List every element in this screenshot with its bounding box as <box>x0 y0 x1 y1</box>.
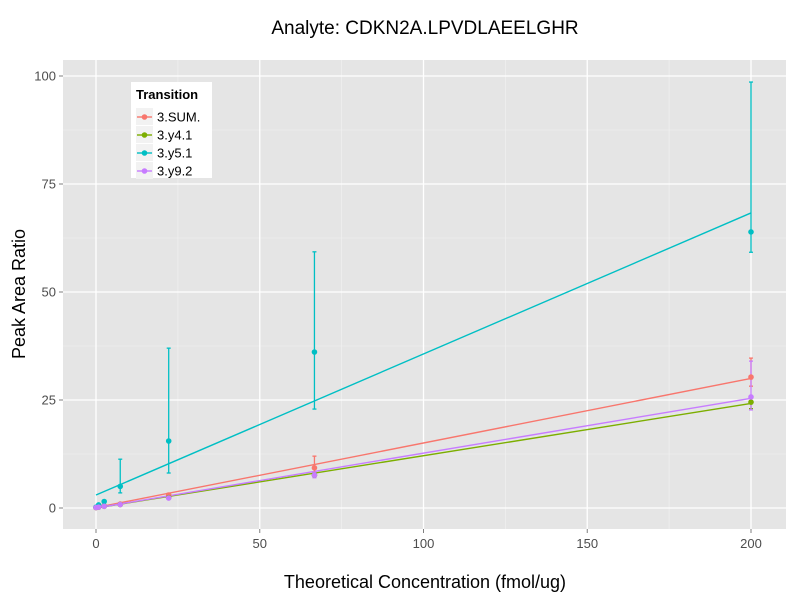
data-point <box>748 399 754 405</box>
data-point <box>311 465 318 471</box>
x-axis: 0 50 100 150 200 <box>92 529 762 551</box>
y-tick-label: 0 <box>49 501 56 516</box>
gridlines <box>63 60 786 529</box>
legend: Transition 3.SUM. 3.y4.1 3.y5.1 3.y9.2 <box>131 82 212 179</box>
data-point <box>117 483 124 490</box>
data-point <box>165 495 172 501</box>
x-axis-label: Theoretical Concentration (fmol/ug) <box>284 572 566 592</box>
x-tick-label: 100 <box>413 536 435 551</box>
fit-line-3.y4.1 <box>95 402 752 509</box>
error-bar <box>749 81 753 253</box>
y-tick-label: 25 <box>42 393 56 408</box>
data-point <box>95 504 102 510</box>
data-point <box>748 374 754 380</box>
fit-line-3.SUM. <box>95 377 752 509</box>
legend-label: 3.SUM. <box>157 110 200 125</box>
y-tick-label: 100 <box>34 69 56 84</box>
data-point <box>101 498 107 505</box>
x-tick-label: 0 <box>92 536 99 551</box>
legend-label: 3.y5.1 <box>157 146 192 161</box>
y-tick-label: 75 <box>42 177 56 192</box>
y-tick-label: 50 <box>42 285 56 300</box>
fit-line-3.y9.2 <box>95 397 752 509</box>
x-tick-label: 150 <box>576 536 598 551</box>
data-point <box>311 349 318 355</box>
data-point <box>748 394 754 400</box>
legend-key-point <box>141 132 148 138</box>
legend-key-point <box>141 150 148 156</box>
legend-label: 3.y4.1 <box>157 128 192 143</box>
fit-lines <box>95 212 752 509</box>
legend-key-point <box>141 114 148 120</box>
data-point <box>311 472 318 478</box>
x-tick-label: 50 <box>253 536 267 551</box>
legend-title: Transition <box>136 87 198 102</box>
error-bar <box>166 347 171 474</box>
data-point <box>748 229 754 235</box>
data-point <box>165 438 172 444</box>
x-tick-label: 200 <box>740 536 762 551</box>
error-bar <box>312 251 317 410</box>
y-axis: 0 25 50 75 100 <box>34 69 63 516</box>
fit-line-3.y5.1 <box>95 212 752 496</box>
data-point <box>117 501 124 508</box>
legend-key-point <box>141 168 148 174</box>
y-axis-label: Peak Area Ratio <box>9 229 29 359</box>
data-point <box>101 503 107 510</box>
legend-label: 3.y9.2 <box>157 164 192 179</box>
chart-title: Analyte: CDKN2A.LPVDLAEELGHR <box>271 18 578 39</box>
data-points <box>93 229 754 511</box>
